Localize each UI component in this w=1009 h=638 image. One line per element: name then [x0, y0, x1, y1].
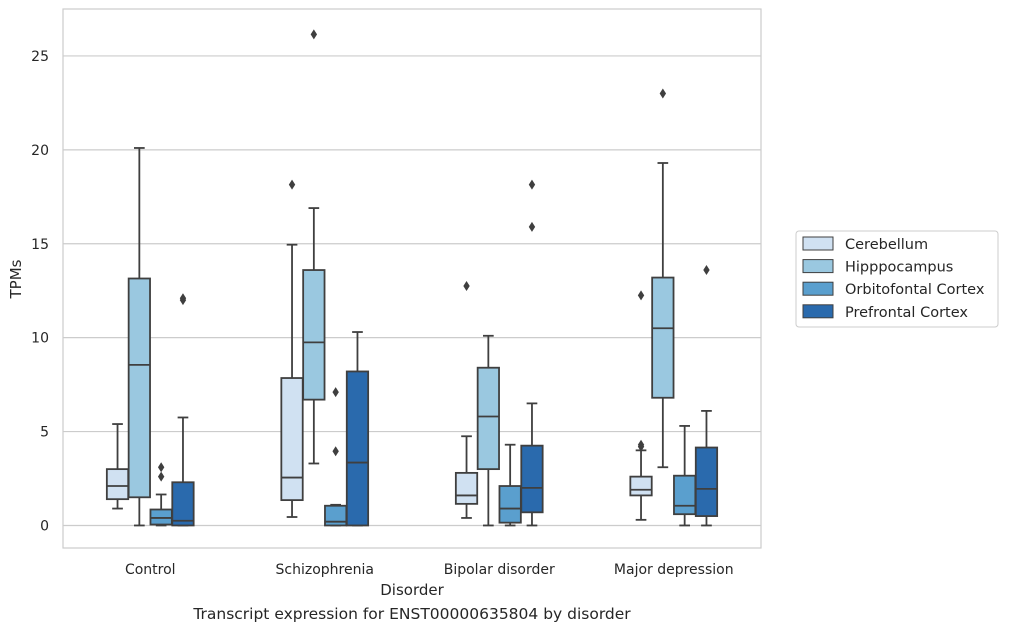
legend-label: Hipppocampus [845, 260, 953, 276]
legend-label: Prefrontal Cortex [845, 305, 968, 321]
box [280, 377, 304, 502]
legend: Cerebellum Hipppocampus Orbitofontal Corte… [795, 230, 999, 328]
box [651, 276, 675, 399]
box-group [280, 179, 304, 518]
x-tick-label: Bipolar disorder [444, 562, 555, 578]
box-group [629, 290, 653, 521]
legend-label: Cerebellum [845, 237, 928, 253]
box [454, 471, 479, 505]
y-tick-label: 20 [31, 143, 49, 159]
box-group [324, 387, 348, 527]
box [127, 277, 151, 499]
y-tick-label: 15 [31, 237, 49, 253]
outlier-point [637, 439, 645, 450]
outlier-point [332, 387, 339, 398]
x-axis-label: Disorder [380, 581, 444, 599]
y-tick-label: 0 [40, 518, 49, 534]
legend-swatch [802, 304, 834, 319]
y-tick-label: 25 [31, 49, 49, 65]
outlier-point [157, 471, 165, 482]
box [171, 481, 195, 527]
box [476, 366, 500, 471]
legend-swatch [802, 259, 834, 274]
box [694, 446, 719, 517]
outlier-point [310, 29, 318, 40]
box [345, 370, 370, 527]
box-group [105, 423, 130, 510]
y-tick-label: 5 [40, 425, 49, 441]
outlier-point [703, 265, 710, 276]
y-axis-label: TPMs [7, 259, 25, 299]
box-group [498, 443, 522, 527]
box [498, 485, 522, 524]
box-group [520, 179, 544, 527]
outlier-point [463, 281, 470, 292]
outlier-point [332, 446, 339, 457]
x-tick-label: Schizophrenia [276, 562, 374, 578]
outlier-point [157, 462, 165, 473]
box-group [302, 29, 326, 465]
box-group [345, 331, 370, 527]
outlier-point [659, 88, 667, 99]
box [520, 444, 544, 514]
box-group [673, 425, 697, 527]
legend-frame [795, 230, 999, 328]
legend-label: Orbitofontal Cortex [845, 282, 985, 298]
outlier-point [288, 179, 296, 190]
outlier-point [528, 179, 536, 190]
box [673, 474, 697, 516]
box [149, 508, 173, 526]
outlier-point [179, 293, 187, 304]
box-group [476, 334, 500, 527]
outlier-point [528, 221, 536, 232]
legend-swatch [802, 281, 834, 296]
x-tick-label: Control [125, 562, 176, 578]
plot-frame [62, 8, 762, 549]
box [105, 468, 130, 501]
box [302, 269, 326, 401]
outlier-point [637, 290, 645, 301]
box-group [454, 281, 479, 519]
y-tick-label: 10 [31, 331, 49, 347]
chart-caption: Transcript expression for ENST0000063580… [193, 605, 631, 623]
box-group [694, 265, 719, 527]
legend-swatch [802, 236, 834, 251]
box-group [171, 293, 195, 527]
x-tick-label: Major depression [614, 562, 734, 578]
box [629, 475, 653, 497]
box-group [127, 147, 151, 527]
box-group [651, 88, 675, 469]
